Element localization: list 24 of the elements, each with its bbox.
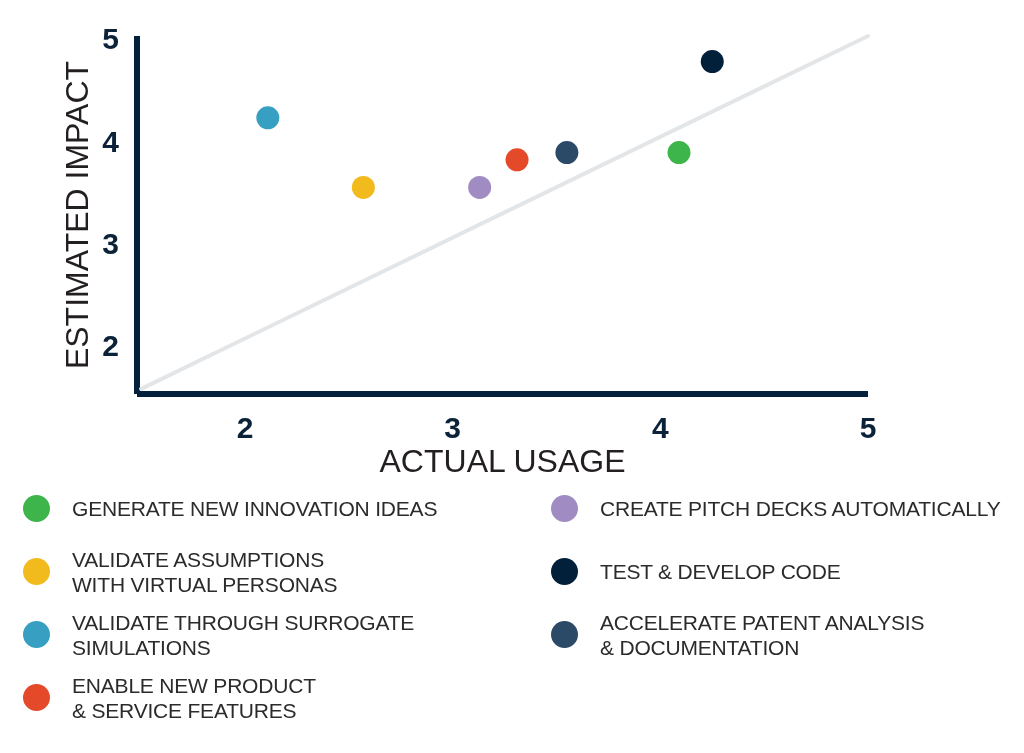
- y-tick-label: 5: [102, 22, 119, 56]
- point: [468, 175, 492, 199]
- x-tick-label: 4: [651, 411, 669, 445]
- legend-label: TEST & DEVELOP CODE: [600, 559, 841, 584]
- x-tick-label: 2: [236, 411, 254, 445]
- x-tick-label: 3: [444, 411, 461, 445]
- point: [505, 148, 529, 172]
- legend-label: GENERATE NEW INNOVATION IDEAS: [72, 496, 438, 521]
- point: [700, 50, 724, 74]
- x-axis-title: ACTUAL USAGE: [379, 442, 626, 479]
- point: [555, 141, 579, 165]
- legend-label: ENABLE NEW PRODUCT & SERVICE FEATURES: [72, 672, 316, 723]
- y-tick-label: 3: [102, 226, 119, 260]
- legend-label: CREATE PITCH DECKS AUTOMATICALLY: [600, 496, 1001, 521]
- y-axis-title: ESTIMATED IMPACT: [59, 60, 96, 370]
- legend-label: ACCELERATE PATENT ANALYSIS & DOCUMENTATION: [600, 609, 925, 660]
- legend-label: VALIDATE ASSUMPTIONS WITH VIRTUAL PERSONAS: [72, 546, 338, 597]
- legend-label: VALIDATE THROUGH SURROGATE SIMULATIONS: [72, 609, 415, 660]
- point: [667, 141, 691, 165]
- point: [351, 175, 375, 199]
- y-tick-label: 2: [102, 329, 119, 363]
- point: [256, 106, 280, 130]
- x-tick-label: 5: [859, 411, 877, 445]
- y-tick-label: 4: [102, 124, 120, 158]
